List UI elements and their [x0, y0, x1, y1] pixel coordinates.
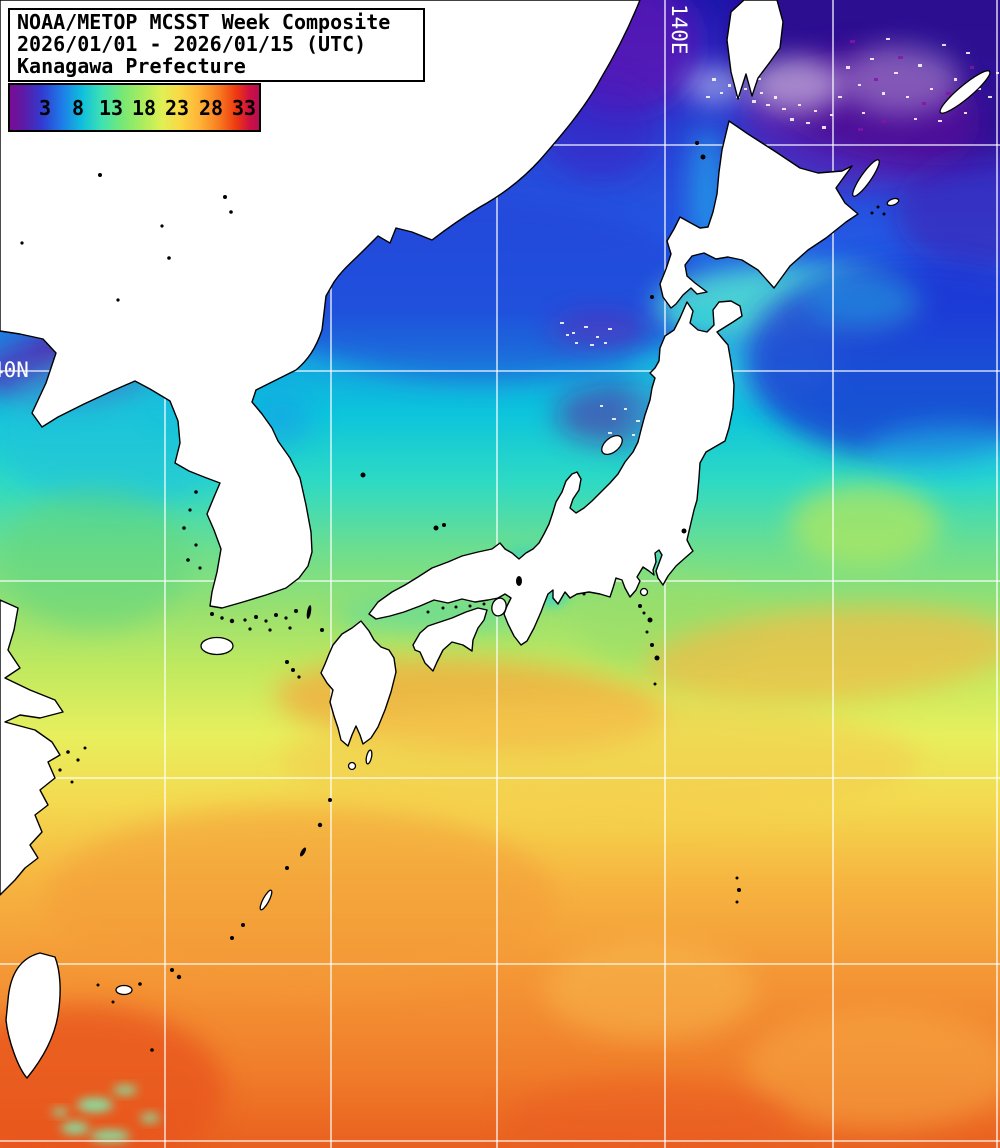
island-izu-oshima	[639, 587, 649, 597]
graticule-labels: 140E 40N 30N	[0, 4, 691, 777]
island-iturup	[939, 70, 991, 114]
landmasses	[0, 0, 991, 1079]
island-awaji	[491, 597, 507, 617]
island-kunashiri	[852, 159, 880, 197]
label-30n: 30N	[4, 753, 42, 777]
island-specks	[20, 126, 886, 1052]
island-okinawa	[259, 889, 273, 911]
island-tanegashima	[365, 749, 373, 765]
title-line-product: NOAA/METOP MCSST Week Composite	[17, 10, 391, 34]
title-line-daterange: 2026/01/01 - 2026/01/15 (UTC)	[17, 32, 367, 56]
title-line-region: Kanagawa Prefecture	[17, 54, 246, 78]
island-yakushima	[347, 761, 357, 771]
land-china-coast	[0, 599, 64, 896]
colorbar-tick: 28	[198, 95, 224, 120]
land-taiwan	[5, 952, 61, 1079]
colorbar-tick: 23	[164, 95, 190, 120]
land-shikoku	[412, 607, 488, 672]
land-asia-mainland	[0, 0, 641, 609]
taiwan-cool-speckle	[52, 1085, 160, 1142]
label-140e: 140E	[667, 4, 691, 55]
island-sado	[601, 434, 623, 456]
label-40n: 40N	[0, 358, 29, 382]
colorbar-tick: 13	[98, 95, 124, 120]
land-kyushu	[320, 620, 397, 747]
land-hokkaido	[659, 120, 859, 309]
title-box: NOAA/METOP MCSST Week Composite 2026/01/…	[8, 8, 425, 82]
colorbar-tick: 18	[131, 95, 157, 120]
island-shikotan	[886, 197, 900, 207]
island-ishigaki	[115, 984, 133, 996]
island-jeju	[200, 636, 234, 656]
colorbar-tick: 3	[38, 95, 52, 120]
colorbar-tick: 33	[231, 95, 257, 120]
colorbar-tick: 8	[71, 95, 85, 120]
land-honshu	[368, 300, 743, 646]
temperature-colorbar: 3 8 13 18 23 28 33	[8, 83, 261, 132]
land-sakhalin	[726, 0, 784, 100]
